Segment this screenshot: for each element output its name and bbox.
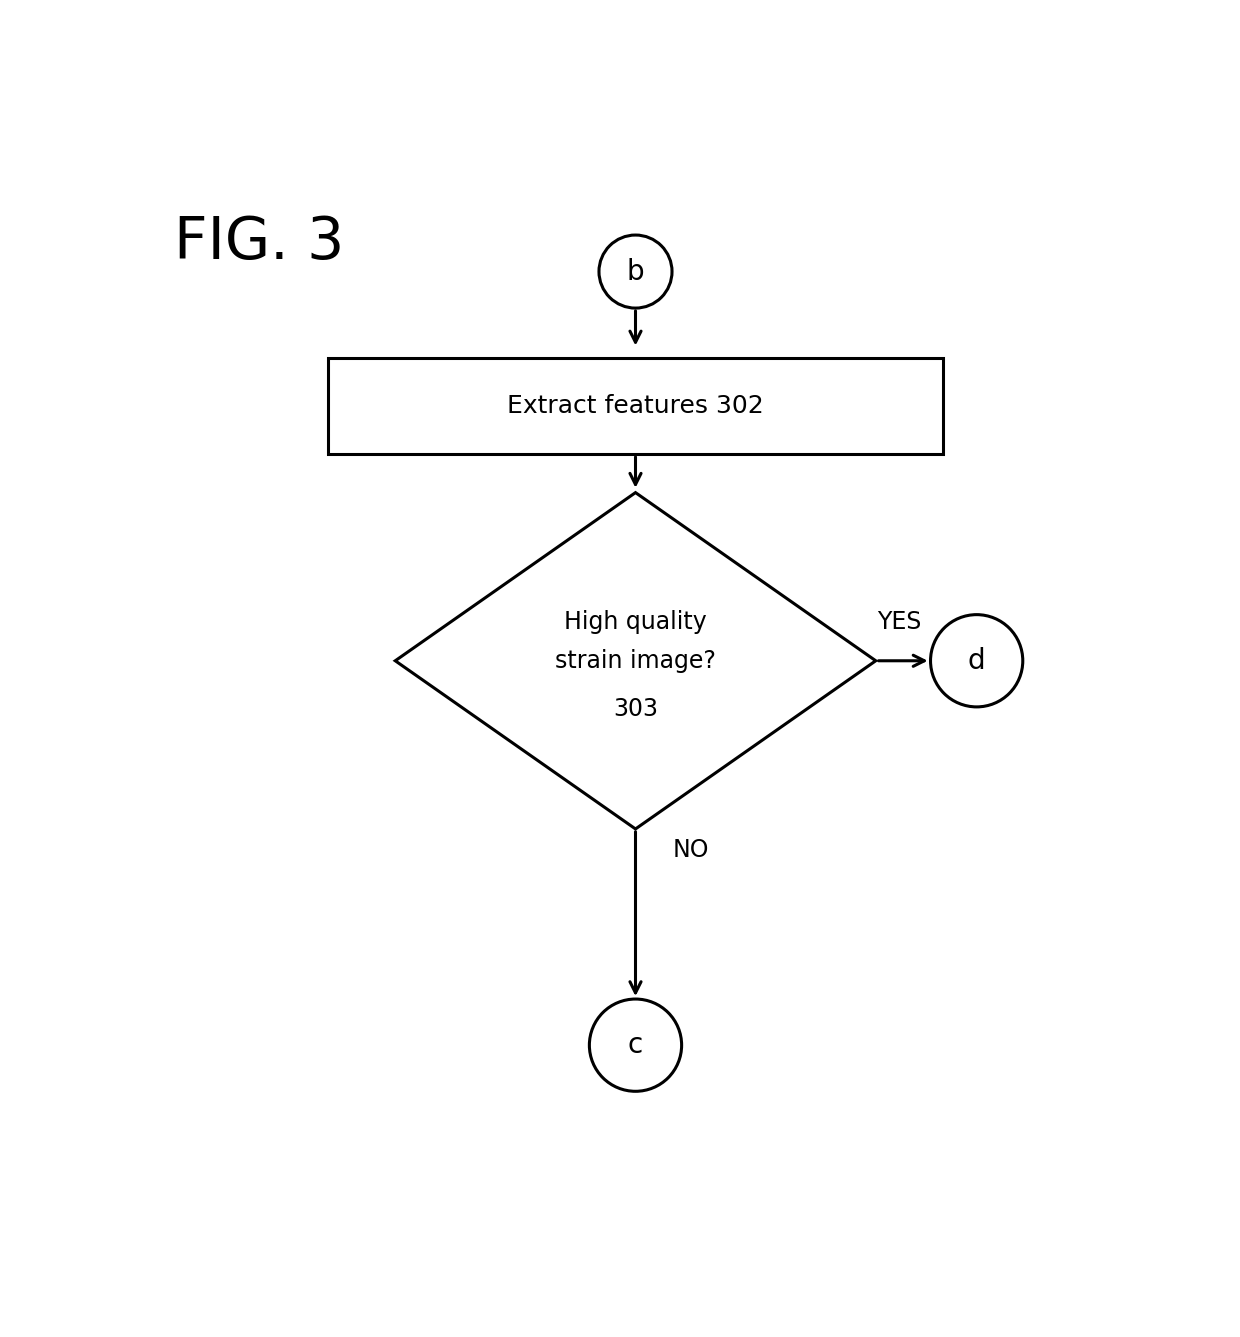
Text: Extract features 302: Extract features 302 xyxy=(507,394,764,418)
Circle shape xyxy=(589,999,682,1091)
Text: YES: YES xyxy=(878,610,923,634)
Text: 303: 303 xyxy=(613,697,658,721)
Text: d: d xyxy=(968,647,986,675)
Polygon shape xyxy=(396,492,875,829)
FancyBboxPatch shape xyxy=(327,358,944,455)
Text: c: c xyxy=(627,1031,644,1059)
Circle shape xyxy=(930,615,1023,707)
Text: FIG. 3: FIG. 3 xyxy=(174,214,345,271)
Text: High quality: High quality xyxy=(564,610,707,634)
Text: b: b xyxy=(626,258,645,286)
Text: strain image?: strain image? xyxy=(556,648,715,673)
Text: NO: NO xyxy=(673,838,709,862)
Circle shape xyxy=(599,235,672,308)
